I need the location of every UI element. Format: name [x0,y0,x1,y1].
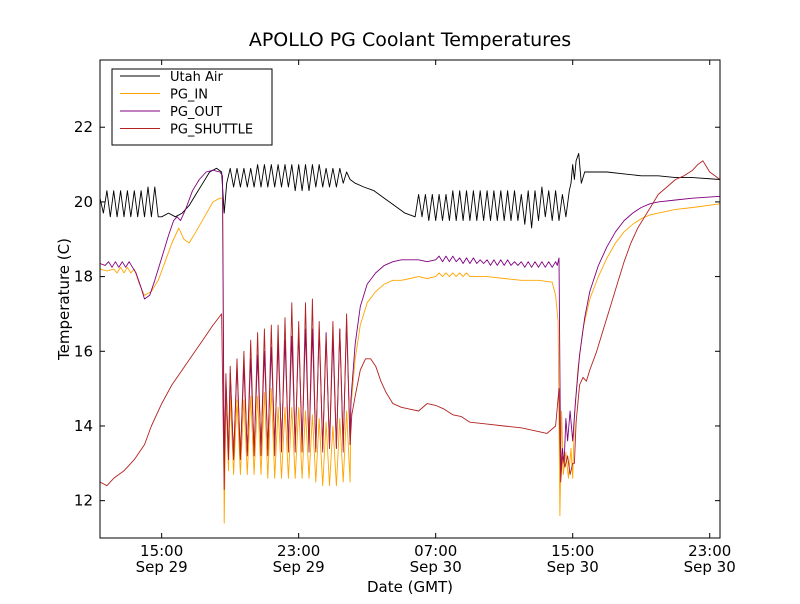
legend: Utah Air PG_IN PG_OUT PG_SHUTTLE [111,68,273,146]
y-tick-label: 14 [74,417,93,435]
series-line-pg-in [99,197,721,524]
x-tick-date-label: Sep 30 [547,558,599,576]
series-layer [99,152,721,524]
series-line-pg-out [99,169,721,472]
x-tick-label: 15:00 [551,542,594,560]
x-tick-date-label: Sep 29 [136,558,188,576]
plot-frame [99,59,721,539]
legend-box [111,68,273,146]
y-tick-label: 22 [74,118,93,136]
legend-label: PG_IN [170,88,208,103]
x-axis-label: Date (GMT) [367,578,453,596]
y-tick-label: 12 [74,492,93,510]
y-axis-label: Temperature (C) [55,238,73,361]
x-tick-label: 15:00 [140,542,183,560]
x-tick-label: 07:00 [414,542,457,560]
legend-label: PG_SHUTTLE [170,123,253,138]
series-line-pg-shuttle [99,160,721,490]
x-tick-date-label: Sep 30 [410,558,462,576]
x-tick-label: 23:00 [688,542,731,560]
y-axis: 12 14 16 18 20 22 [74,118,720,510]
chart-title: APOLLO PG Coolant Temperatures [249,29,571,51]
y-tick-label: 16 [74,342,93,360]
y-tick-label: 20 [74,193,93,211]
series-line-utah-air [99,152,721,229]
x-tick-label: 23:00 [277,542,320,560]
legend-label: Utah Air [170,70,223,85]
y-tick-label: 18 [74,268,93,286]
x-tick-date-label: Sep 29 [273,558,325,576]
legend-label: PG_OUT [170,105,222,120]
x-tick-date-label: Sep 30 [684,558,736,576]
